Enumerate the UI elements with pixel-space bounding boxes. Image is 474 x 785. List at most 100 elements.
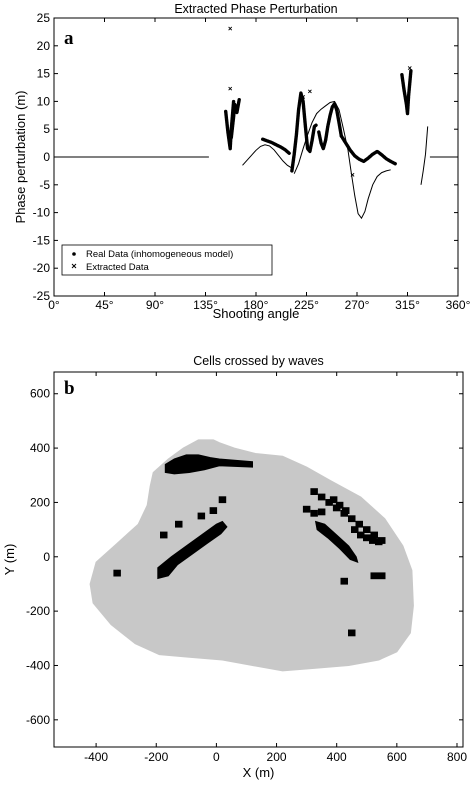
chart-b-cell xyxy=(310,509,318,517)
chart-a-panel-label: a xyxy=(64,28,74,49)
chart-b-cell xyxy=(351,526,359,533)
chart-a-y-tick-label: -5 xyxy=(39,178,50,192)
chart-b-ticks: -400 -200 0 200 400 600 800 -600 -400 -200 0 200 400… xyxy=(26,372,467,764)
chart-a-extracted-point xyxy=(307,89,312,94)
chart-b-x-tick-label: 200 xyxy=(267,750,287,764)
chart-b-y-tick-label: 400 xyxy=(30,441,50,455)
chart-a-x-tick-label: 270° xyxy=(345,298,370,312)
chart-b-cell xyxy=(342,507,350,514)
chart-a-title: Extracted Phase Perturbation xyxy=(174,2,337,16)
chart-a-x-tick-label: 0° xyxy=(48,298,60,312)
panel-b-cells-chart: Cells crossed by waves -400 -200 0 200 400 60… xyxy=(2,354,467,780)
chart-a-real-data-line xyxy=(347,150,391,220)
chart-b-cell xyxy=(209,507,218,514)
chart-b-y-tick-label: 200 xyxy=(30,495,50,509)
chart-b-x-tick-label: 400 xyxy=(327,750,347,764)
chart-a-y-tick-label: 5 xyxy=(43,122,50,136)
chart-a-real-data-line xyxy=(420,126,429,185)
chart-b-y-tick-label: 0 xyxy=(43,550,50,564)
chart-b-x-tick-label: 800 xyxy=(447,750,467,764)
chart-b-plot-frame xyxy=(53,371,464,748)
chart-b-cell xyxy=(335,501,344,509)
chart-b-x-tick-label: 0 xyxy=(213,750,220,764)
chart-b-panel-label: b xyxy=(64,378,75,399)
chart-b-dense-cells xyxy=(157,520,228,580)
chart-b-cells xyxy=(89,439,414,672)
chart-a-extracted-data-band xyxy=(290,91,319,173)
chart-a-extracted-data-band xyxy=(339,134,397,166)
chart-a-y-axis-label: Phase perturbation (m) xyxy=(13,91,28,224)
chart-b-cell xyxy=(302,505,311,513)
chart-a-x-tick-label: 360° xyxy=(446,298,471,312)
chart-a-extracted-point xyxy=(228,26,233,31)
chart-a-y-tick-label: -15 xyxy=(33,233,51,247)
chart-b-cell xyxy=(218,496,227,504)
chart-a-extracted-point xyxy=(350,172,355,177)
chart-a-y-tick-label: 15 xyxy=(37,67,51,81)
chart-b-cell xyxy=(329,496,338,504)
chart-b-cell xyxy=(175,520,183,528)
chart-b-cell xyxy=(355,520,363,528)
chart-b-cell xyxy=(325,499,333,506)
chart-a-series xyxy=(54,26,458,220)
chart-a-extracted-point xyxy=(228,86,233,91)
chart-b-crossed-region xyxy=(89,439,414,672)
chart-a-y-tick-label: -20 xyxy=(33,261,51,275)
chart-a-y-tick-label: -10 xyxy=(33,206,51,220)
chart-b-cell xyxy=(348,629,356,637)
chart-b-cell xyxy=(378,572,386,580)
chart-a-extracted-data-band xyxy=(317,101,343,151)
chart-b-cell xyxy=(363,526,371,533)
chart-b-x-tick-label: -200 xyxy=(144,750,168,764)
chart-b-cell xyxy=(317,508,326,516)
chart-a-x-tick-label: 90° xyxy=(146,298,164,312)
chart-a-legend-box xyxy=(61,244,273,276)
chart-b-cell xyxy=(160,531,168,539)
chart-b-dense-cells xyxy=(164,454,253,475)
chart-b-x-tick-label: -400 xyxy=(84,750,108,764)
chart-b-cell xyxy=(375,538,383,546)
chart-a-legend-label-real: Real Data (inhomogeneous model) xyxy=(86,249,233,260)
chart-b-title: Cells crossed by waves xyxy=(193,354,324,368)
chart-b-y-tick-label: 600 xyxy=(30,387,50,401)
chart-a-real-data-line xyxy=(242,144,293,169)
chart-b-cell xyxy=(340,577,348,585)
chart-a-x-tick-label: 135° xyxy=(193,298,218,312)
chart-a-legend: Real Data (inhomogeneous model) Extracted… xyxy=(61,244,273,276)
chart-b-y-tick-label: -200 xyxy=(26,604,50,618)
chart-b-cell xyxy=(369,537,377,544)
chart-a-y-tick-label: 25 xyxy=(37,11,51,25)
chart-a-x-tick-label: 315° xyxy=(395,298,420,312)
chart-a-legend-marker-real xyxy=(72,252,76,256)
chart-a-x-tick-label: 45° xyxy=(95,298,113,312)
chart-b-cell xyxy=(348,515,356,523)
chart-a-extracted-data-band xyxy=(400,69,413,116)
chart-b-y-tick-label: -400 xyxy=(26,658,50,672)
chart-b-cell xyxy=(357,531,365,539)
chart-b-y-tick-label: -600 xyxy=(26,713,50,727)
chart-a-x-axis-label: Shooting angle xyxy=(213,306,300,321)
chart-b-dense-cells xyxy=(314,520,359,563)
chart-b-cell xyxy=(370,531,378,539)
chart-a-extracted-data-band xyxy=(229,97,241,140)
chart-a-x-tick-label: 180° xyxy=(244,298,269,312)
chart-a-real-data-line xyxy=(293,100,349,174)
chart-a-legend-label-extracted: Extracted Data xyxy=(86,262,150,273)
chart-b-cell xyxy=(113,569,121,577)
chart-a-ticks: 0° 45° 90° 135° 180° 225° 270° 315° 360° -25 -20 -1… xyxy=(33,11,471,312)
chart-b-x-axis-label: X (m) xyxy=(243,765,275,780)
chart-b-cell xyxy=(370,572,378,580)
chart-a-y-tick-label: 20 xyxy=(37,39,51,53)
chart-a-y-tick-label: 0 xyxy=(43,150,50,164)
chart-b-cell xyxy=(317,493,326,501)
chart-a-extracted-point xyxy=(301,95,306,99)
chart-a-extracted-point xyxy=(407,66,412,70)
chart-a-legend-marker-extracted xyxy=(71,263,77,269)
chart-b-cell xyxy=(197,512,206,520)
chart-b-cell xyxy=(363,534,371,542)
panel-a-phase-perturbation-chart: Extracted Phase Perturbation 0° 45° 90° 135… xyxy=(13,2,471,321)
chart-b-y-axis-label: Y (m) xyxy=(2,544,17,576)
chart-a-y-tick-label: 10 xyxy=(37,94,51,108)
chart-a-extracted-data-band xyxy=(261,137,292,156)
